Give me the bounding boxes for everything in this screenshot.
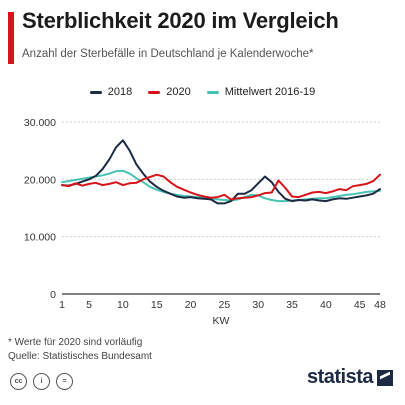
y-tick-label: 20.000 (24, 174, 56, 186)
x-tick-label: 1 (59, 299, 65, 311)
y-tick-label: 10.000 (24, 232, 56, 244)
series-line-mittelwert-2016-19 (61, 169, 381, 203)
y-tick-label: 30.000 (24, 117, 56, 129)
no-derivatives-icon[interactable]: = (56, 373, 73, 390)
chart-title: Sterblichkeit 2020 im Vergleich (22, 8, 339, 33)
legend-swatch-2020 (148, 90, 161, 94)
legend-label-2020: 2020 (166, 86, 191, 98)
chart-legend: 2018 2020 Mittelwert 2016-19 (0, 86, 405, 98)
legend-label-2018: 2018 (107, 86, 133, 98)
x-axis-label: KW (213, 315, 230, 325)
legend-label-mittelwert: Mittelwert 2016-19 (224, 86, 316, 98)
legend-item-2018: 2018 (89, 86, 133, 98)
creative-commons-icon[interactable]: cc (10, 373, 27, 390)
x-tick-label: 5 (86, 299, 92, 311)
x-tick-label: 30 (252, 299, 264, 311)
x-tick-label: 40 (320, 299, 332, 311)
footnote-preliminary: * Werte für 2020 sind vorläufig (8, 337, 143, 348)
attribution-icon[interactable]: i (33, 373, 50, 390)
x-tick-label: 48 (374, 299, 386, 311)
statista-logo-icon (377, 369, 393, 386)
y-tick-label: 0 (50, 289, 56, 301)
license-icons: cc i = (10, 373, 73, 390)
legend-item-mittelwert: Mittelwert 2016-19 (206, 86, 316, 98)
legend-swatch-2018 (89, 90, 102, 94)
x-tick-label: 10 (117, 299, 129, 311)
legend-swatch-mittelwert (206, 90, 219, 94)
x-tick-label: 25 (219, 299, 231, 311)
brand[interactable]: statista (307, 366, 393, 389)
x-tick-label: 35 (286, 299, 298, 311)
brand-name: statista (306, 366, 374, 388)
x-tick-label: 15 (151, 299, 163, 311)
x-tick-label: 45 (354, 299, 366, 311)
title-accent-bar (8, 12, 14, 64)
footnote-source: Quelle: Statistisches Bundesamt (8, 351, 152, 362)
series-line-2018 (61, 139, 381, 205)
footnotes: * Werte für 2020 sind vorläufig Quelle: … (8, 336, 152, 364)
chart-subtitle: Anzahl der Sterbefälle in Deutschland je… (22, 48, 314, 60)
series-line-2020 (61, 173, 381, 201)
x-tick-label: 20 (185, 299, 197, 311)
legend-item-2020: 2020 (148, 86, 191, 98)
